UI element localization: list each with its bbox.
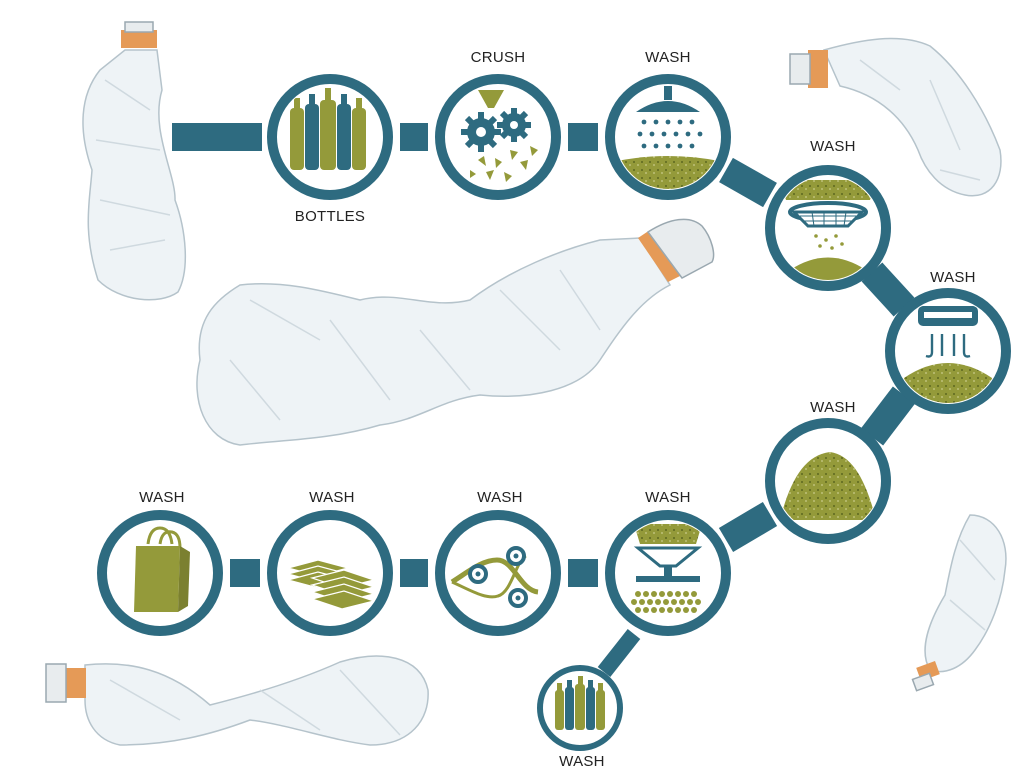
step-label: WASH xyxy=(930,269,976,286)
bottles-icon xyxy=(290,88,366,170)
step-wash-4: WASH xyxy=(765,399,891,544)
step-wash-5: WASH xyxy=(605,489,731,636)
shopping-bag-icon xyxy=(134,526,190,612)
sheets-stack-icon xyxy=(285,559,377,610)
rollers-film-icon xyxy=(450,546,539,608)
step-label: WASH xyxy=(645,49,691,66)
shower-wash-icon xyxy=(616,86,720,189)
step-bottles: BOTTLES xyxy=(267,74,393,225)
step-label: WASH xyxy=(477,489,523,506)
step-label: WASH xyxy=(139,489,185,506)
step-wash-2: WASH xyxy=(765,138,891,291)
step-label: CRUSH xyxy=(471,49,526,66)
step-label: WASH xyxy=(559,753,605,768)
crushed-bottle-bottom-left xyxy=(45,655,429,746)
hopper-pellets-icon xyxy=(631,524,703,613)
step-wash-9: WASH xyxy=(537,665,623,768)
flow-connectors xyxy=(172,123,916,677)
step-wash-7: WASH xyxy=(267,489,393,636)
step-wash-3: WASH xyxy=(885,269,1011,414)
bottles-icon xyxy=(555,676,605,730)
flakes-pile-icon xyxy=(780,452,876,520)
step-label: WASH xyxy=(810,138,856,155)
step-label: WASH xyxy=(309,489,355,506)
step-crush: CRUSH xyxy=(435,49,561,200)
step-label: BOTTLES xyxy=(295,208,365,225)
crushed-bottle-center xyxy=(196,218,715,446)
step-label: WASH xyxy=(645,489,691,506)
sieve-icon xyxy=(780,180,876,280)
step-wash-6: WASH xyxy=(435,489,561,636)
step-wash-1: WASH xyxy=(605,49,731,200)
step-wash-8: WASH xyxy=(97,489,223,636)
crushed-bottle-bottom-right xyxy=(911,514,1007,692)
step-label: WASH xyxy=(810,399,856,416)
crushed-bottle-top-left xyxy=(82,21,187,301)
crushed-bottle-top-right xyxy=(789,37,1002,197)
crusher-gears-icon xyxy=(461,90,538,182)
